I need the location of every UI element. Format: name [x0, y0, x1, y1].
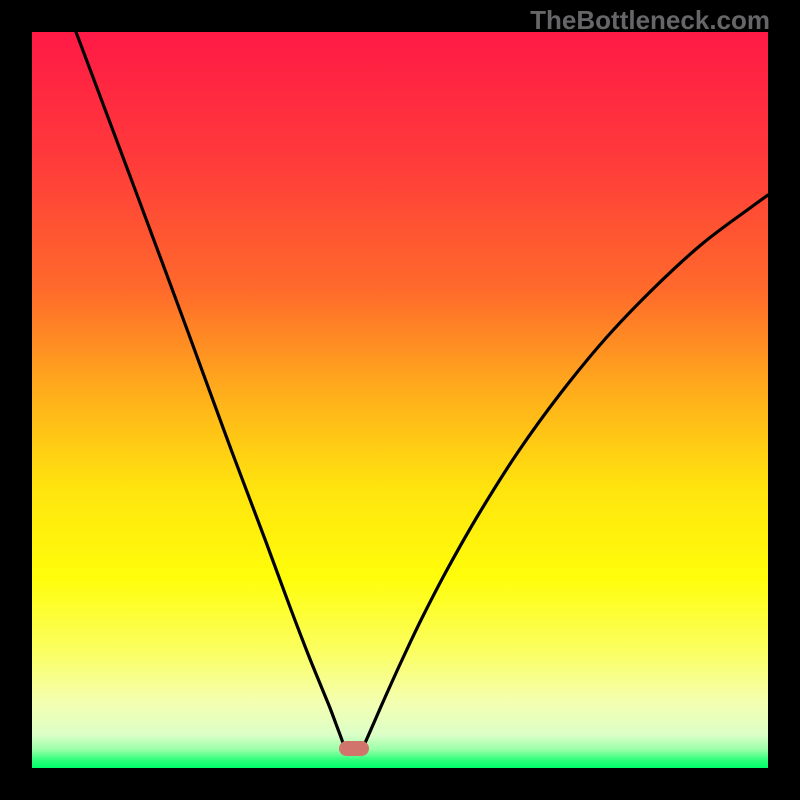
trough-marker	[339, 741, 369, 756]
bottleneck-curve	[32, 32, 768, 768]
plot-area	[32, 32, 768, 768]
watermark-text: TheBottleneck.com	[530, 5, 770, 36]
